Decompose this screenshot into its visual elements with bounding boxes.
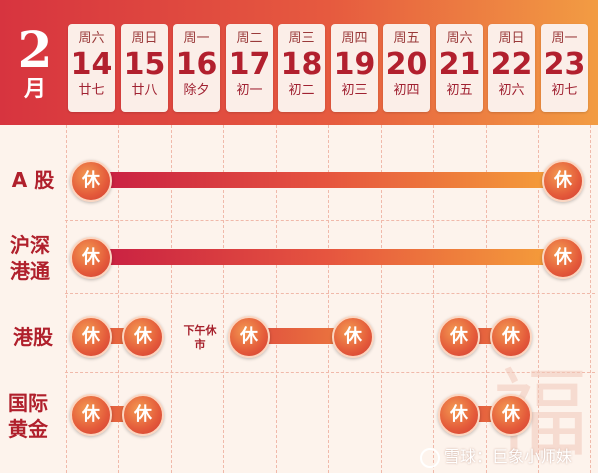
- day-card: 周一 16 除夕: [173, 24, 220, 112]
- lunar-date: 廿八: [131, 83, 158, 98]
- day-card: 周二 17 初一: [226, 24, 273, 112]
- grid-line: [65, 372, 595, 373]
- grid-line: [433, 125, 434, 473]
- closed-marker: 休: [228, 316, 270, 358]
- lunar-date: 初四: [393, 83, 420, 98]
- closed-marker: 休: [542, 160, 584, 202]
- lunar-date: 初六: [498, 83, 525, 98]
- row-label-connect: 沪深港通: [10, 233, 50, 283]
- half-day-note: 下午休市: [183, 324, 217, 351]
- row-label-a-share: A 股: [11, 168, 55, 192]
- weekday: 周四: [341, 31, 368, 46]
- day-card: 周五 20 初四: [383, 24, 430, 112]
- date: 14: [70, 47, 113, 82]
- grid-line: [118, 125, 119, 473]
- lunar-date: 除夕: [183, 83, 210, 98]
- grid-line: [276, 125, 277, 473]
- weekday: 周日: [498, 31, 525, 46]
- watermark: 雪球：巨象小师妹: [420, 444, 598, 470]
- closed-marker: 休: [438, 394, 480, 436]
- snowball-icon: [420, 447, 440, 468]
- grid-line: [328, 125, 329, 473]
- day-card: 周六 21 初五: [436, 24, 483, 112]
- weekday: 周二: [236, 31, 263, 46]
- closed-marker: 休: [122, 394, 164, 436]
- closed-marker: 休: [490, 316, 532, 358]
- closed-marker: 休: [70, 316, 112, 358]
- date: 15: [123, 47, 166, 82]
- calendar-header: 2 月 周六 14 廿七 周日 15 廿八 周一 16 除夕 周二 17 初一 …: [0, 0, 598, 125]
- closure-bar: [92, 172, 562, 188]
- closed-marker: 休: [490, 394, 532, 436]
- date: 19: [333, 47, 376, 82]
- closed-marker: 休: [70, 237, 112, 279]
- lunar-date: 初七: [551, 83, 578, 98]
- day-card: 周六 14 廿七: [68, 24, 115, 112]
- grid-line: [65, 293, 595, 294]
- weekday: 周一: [551, 31, 578, 46]
- date: 16: [175, 47, 218, 82]
- row-label-hk: 港股: [13, 325, 53, 349]
- closure-bar: [92, 249, 562, 265]
- date: 22: [490, 47, 533, 82]
- month-label: 2 月: [10, 22, 60, 102]
- grid-line: [223, 125, 224, 473]
- closure-bar: [250, 328, 354, 344]
- date: 17: [228, 47, 271, 82]
- weekday: 周五: [393, 31, 420, 46]
- closed-marker: 休: [122, 316, 164, 358]
- closed-marker: 休: [70, 394, 112, 436]
- grid-line: [66, 125, 67, 473]
- grid-line: [590, 125, 591, 473]
- lunar-date: 初二: [288, 83, 315, 98]
- weekday: 周六: [446, 31, 473, 46]
- day-card: 周四 19 初三: [331, 24, 378, 112]
- weekday: 周三: [288, 31, 315, 46]
- day-card: 周日 22 初六: [488, 24, 535, 112]
- grid-line: [171, 125, 172, 473]
- watermark-text: 雪球：巨象小师妹: [444, 447, 573, 466]
- row-label-gold: 国际黄金: [8, 391, 48, 441]
- weekday: 周六: [78, 31, 105, 46]
- lunar-date: 初三: [341, 83, 368, 98]
- weekday: 周日: [131, 31, 158, 46]
- grid-line: [538, 125, 539, 473]
- date: 23: [543, 47, 586, 82]
- day-card: 周一 23 初七: [541, 24, 588, 112]
- closed-marker: 休: [332, 316, 374, 358]
- closed-marker: 休: [70, 160, 112, 202]
- closed-marker: 休: [542, 237, 584, 279]
- date: 20: [385, 47, 428, 82]
- closed-marker: 休: [438, 316, 480, 358]
- month-number: 2: [17, 20, 53, 79]
- date: 18: [280, 47, 323, 82]
- month-unit: 月: [23, 77, 46, 102]
- grid-line: [486, 125, 487, 473]
- day-card: 周日 15 廿八: [121, 24, 168, 112]
- date: 21: [438, 47, 481, 82]
- grid-line: [65, 220, 595, 221]
- weekday: 周一: [183, 31, 210, 46]
- lunar-date: 初一: [236, 83, 263, 98]
- day-card: 周三 18 初二: [278, 24, 325, 112]
- grid-line: [381, 125, 382, 473]
- lunar-date: 廿七: [78, 83, 105, 98]
- lunar-date: 初五: [446, 83, 473, 98]
